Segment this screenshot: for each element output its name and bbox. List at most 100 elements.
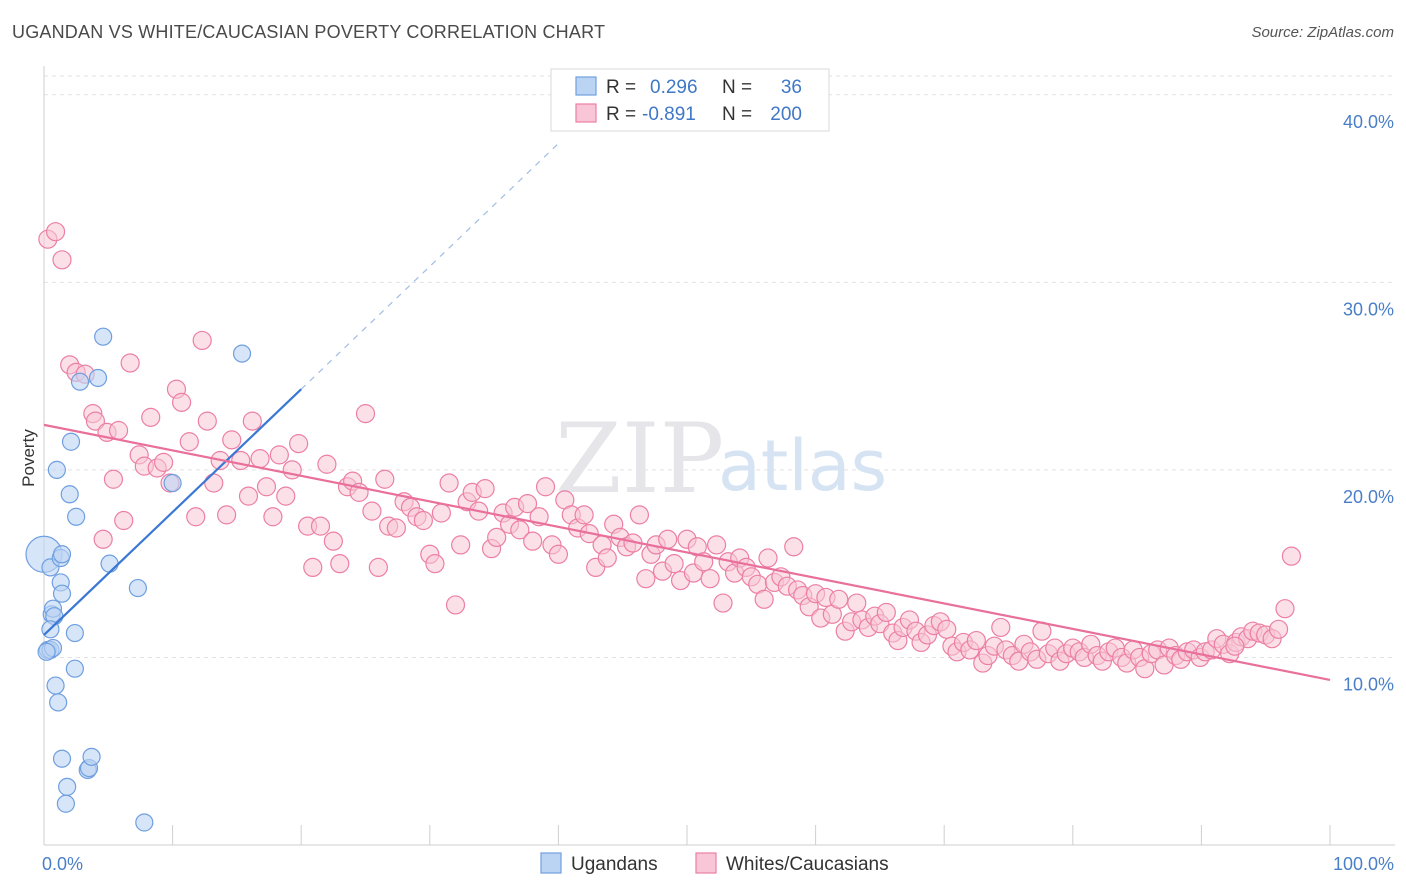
legend-r-value: -0.891 [642,104,696,125]
point-whites-caucasians [269,445,289,465]
point-whites-caucasians [362,501,382,521]
point-whites-caucasians [548,544,569,564]
point-whites-caucasians [574,505,594,525]
point-whites-caucasians [700,569,720,589]
point-whites-caucasians [103,469,124,489]
legend-swatch-whites [575,103,597,123]
point-ugandans [88,368,108,388]
point-whites-caucasians [937,619,957,639]
point-whites-caucasians [847,593,867,613]
y-tick-label: 30.0% [1343,299,1394,319]
point-ugandans [52,584,72,603]
point-whites-caucasians [317,454,337,474]
x-tick-label: 100.0% [1333,854,1394,874]
bottom-legend-ugandans: Ugandans [571,854,658,875]
point-whites-caucasians [876,602,896,623]
point-whites-caucasians [386,518,406,538]
legend-n-value: 200 [770,104,802,125]
legend-n-label: N = [722,77,752,98]
point-whites-caucasians [629,505,650,525]
point-whites-caucasians [966,630,986,651]
point-whites-caucasians [355,404,376,424]
point-ugandans [128,578,147,598]
point-whites-caucasians [172,392,192,412]
point-whites-caucasians [217,505,237,525]
point-whites-caucasians [425,554,445,574]
point-whites-caucasians [636,569,656,589]
point-whites-caucasians [445,595,466,615]
point-ugandans [52,545,72,564]
point-ugandans [135,813,154,832]
point-whites-caucasians [713,593,733,613]
point-ugandans [60,485,79,504]
point-whites-caucasians [375,469,395,489]
x-tick-label: 0.0% [42,854,83,874]
legend-swatch-ugandans [575,76,597,96]
point-whites-caucasians [1268,619,1289,639]
bottom-legend: Ugandans Whites/Caucasians [540,852,889,875]
point-ugandans [56,794,75,813]
point-ugandans [67,507,86,526]
point-whites-caucasians [413,510,433,531]
point-whites-caucasians [263,507,283,527]
point-whites-caucasians [451,535,471,555]
point-whites-caucasians [431,503,451,523]
axes [43,66,1395,846]
legend-frame [550,68,830,132]
y-tick-label: 20.0% [1343,487,1394,507]
point-whites-caucasians [141,407,161,427]
point-ugandans [49,693,68,712]
y-tick-label: 40.0% [1343,112,1394,132]
point-ugandans [37,642,56,661]
point-ugandans [82,747,101,766]
trend-line-ugandans-extension [300,143,559,390]
point-whites-caucasians [758,548,778,568]
point-whites-caucasians [186,507,206,527]
point-whites-caucasians [510,520,530,540]
grid [44,75,1395,658]
point-whites-caucasians [1225,636,1245,656]
point-whites-caucasians [475,479,495,499]
point-ugandans [163,473,182,493]
point-ugandans [47,460,66,479]
trend-line-whites-caucasians [43,423,1331,682]
point-ugandans [46,676,65,695]
y-tick-label: 10.0% [1343,674,1394,694]
point-ugandans [70,372,90,391]
y-axis-label: Poverty [19,429,38,487]
point-whites-caucasians [439,473,459,493]
point-whites-caucasians [204,473,224,493]
legend-box: R = 0.296 N = 36 R = -0.891 N = 200 [550,68,830,132]
y-tick-labels: 10.0% 20.0% 30.0% 40.0% [1343,112,1394,695]
point-whites-caucasians [197,411,217,431]
point-whites-caucasians [120,353,140,373]
point-ugandans [65,659,84,678]
point-whites-caucasians [179,432,199,452]
bottom-legend-swatch-whites [695,852,717,874]
point-whites-caucasians [108,420,129,441]
point-whites-caucasians [1281,546,1302,566]
point-whites-caucasians [323,531,343,551]
point-whites-caucasians [52,250,72,270]
point-whites-caucasians [192,330,212,351]
point-whites-caucasians [1275,599,1295,619]
point-ugandans [52,749,72,768]
point-whites-caucasians [93,529,113,549]
series-whites-caucasians [38,222,1302,679]
point-whites-caucasians [250,449,270,469]
legend-r-label: R = [606,77,636,98]
point-whites-caucasians [85,411,106,431]
bottom-legend-swatch-ugandans [540,852,562,874]
x-tick-labels: 0.0% 100.0% [42,854,1394,874]
legend-r-label: R = [606,104,636,125]
point-whites-caucasians [517,494,538,514]
point-whites-caucasians [664,554,684,574]
point-whites-caucasians [222,430,242,450]
point-whites-caucasians [303,557,323,578]
point-whites-caucasians [289,434,309,454]
point-whites-caucasians [829,589,849,609]
legend-n-label: N = [722,104,752,125]
series-ugandans [25,327,252,832]
point-whites-caucasians [114,510,134,531]
